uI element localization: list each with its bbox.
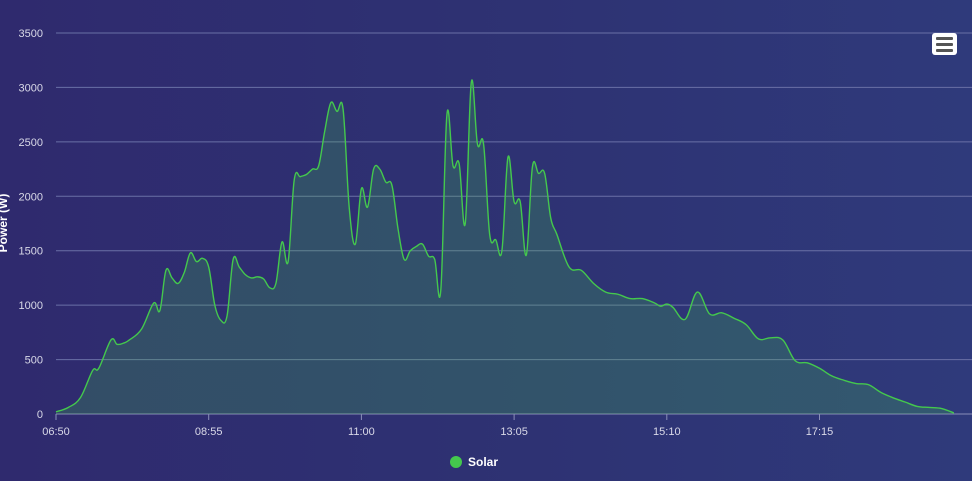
x-axis-ticks: 06:50 08:55 11:00 13:05 15:10 17:15	[42, 414, 833, 438]
y-tick-label: 2000	[19, 191, 43, 203]
y-axis-ticks: 0 500 1000 1500 2000 2500 3000 3500	[19, 28, 43, 421]
y-axis-title: Power (W)	[0, 194, 10, 253]
chart-menu-button[interactable]	[932, 33, 957, 55]
x-tick-label: 08:55	[195, 426, 223, 438]
x-tick-label: 06:50	[42, 426, 70, 438]
y-tick-label: 1500	[19, 246, 43, 258]
series-solar-fill	[56, 79, 954, 414]
hamburger-icon-bar	[936, 36, 953, 40]
y-tick-label: 3500	[19, 28, 43, 40]
hamburger-icon-bar	[936, 48, 953, 52]
legend-item-solar[interactable]: Solar	[449, 455, 498, 469]
y-tick-label: 3000	[19, 82, 43, 94]
legend-marker	[449, 456, 462, 468]
legend-label: Solar	[467, 455, 498, 469]
chart-legend: Solar	[0, 455, 948, 469]
hamburger-icon-bar	[936, 42, 953, 46]
grid-lines	[56, 32, 972, 415]
x-tick-label: 11:00	[348, 426, 375, 438]
y-tick-label: 2500	[19, 137, 43, 149]
x-tick-label: 13:05	[500, 426, 528, 438]
series-area	[55, 79, 955, 414]
y-tick-label: 0	[37, 409, 43, 421]
x-tick-label: 15:10	[653, 426, 681, 438]
y-tick-label: 500	[25, 355, 43, 367]
x-tick-label: 17:15	[806, 426, 834, 438]
series-solar-line	[55, 79, 955, 414]
y-tick-label: 1000	[19, 300, 43, 312]
